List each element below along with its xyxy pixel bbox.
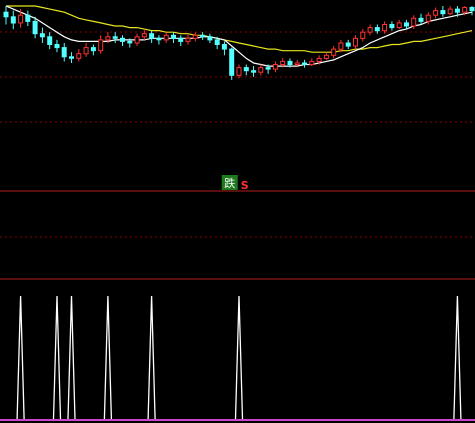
candle-body (287, 60, 293, 66)
candle-body (163, 34, 169, 41)
candle-body (353, 37, 358, 47)
candle-body (447, 8, 453, 15)
candle-body (280, 60, 286, 66)
candle-body (47, 36, 53, 45)
candle-body (185, 37, 191, 42)
candle-body (98, 39, 104, 52)
candle-body (200, 34, 206, 38)
candle-body (69, 56, 74, 59)
candle-body (440, 10, 446, 15)
candle-body (389, 24, 395, 29)
candle-body (251, 70, 257, 73)
candle-body (120, 37, 125, 42)
candle-body (272, 64, 278, 70)
candle-body (396, 22, 402, 28)
candle-body (236, 67, 242, 76)
ma-short-line (5, 5, 473, 67)
candle-body (331, 48, 337, 56)
candle-body (39, 33, 45, 38)
candle-body (171, 34, 176, 39)
indicator-spike (234, 295, 244, 420)
indicator-spikes (16, 295, 462, 420)
candle-body (54, 44, 60, 49)
candle-body (323, 54, 329, 59)
indicator-spike (52, 295, 62, 420)
candle-body (360, 31, 366, 39)
candle-body (316, 57, 322, 63)
indicator-spike (16, 295, 25, 420)
indicator-spike (103, 295, 113, 420)
candle-body (25, 14, 31, 22)
candle-body (207, 36, 213, 41)
sell-marker-s: S (241, 179, 249, 192)
candle-body (258, 67, 264, 73)
price-grid (0, 31, 475, 123)
indicator-spike (67, 295, 76, 420)
candle-body (192, 34, 198, 39)
candle-body (229, 48, 235, 76)
candle-body (469, 7, 475, 12)
candle-body (156, 37, 162, 41)
candle-body (294, 62, 300, 65)
candle-body (425, 14, 431, 22)
candle-body (374, 27, 380, 32)
candle-body (367, 27, 373, 33)
candle-body (462, 7, 468, 13)
candle-body (338, 42, 344, 50)
candle-body (433, 10, 439, 16)
candle-body (32, 20, 38, 35)
candle-body (127, 40, 133, 44)
candle-body (243, 67, 249, 72)
signal-badge: 跌 (221, 175, 238, 190)
candle-body (382, 24, 388, 32)
candle-body (411, 17, 417, 27)
candle-body (141, 33, 147, 38)
indicator-spike (453, 295, 462, 420)
candle-body (18, 14, 24, 24)
candles (3, 6, 475, 80)
candle-body (10, 16, 16, 24)
candle-body (345, 42, 351, 47)
candle-body (105, 36, 111, 41)
indicator-spike (147, 295, 156, 420)
signal-badge-bg (221, 175, 238, 190)
candle-body (90, 47, 96, 52)
candle-body (112, 36, 118, 39)
candle-body (265, 67, 271, 70)
candle-body (3, 11, 9, 18)
candle-body (302, 62, 307, 65)
candle-body (221, 44, 227, 50)
candle-body (76, 53, 82, 59)
candle-body (178, 37, 184, 42)
candle-body (83, 47, 89, 55)
candle-body (149, 33, 155, 39)
candle-body (309, 60, 315, 66)
candle-body (454, 8, 460, 13)
candle-body (418, 17, 424, 22)
candle-body (61, 47, 67, 58)
signal-badge-text: 跌 (224, 176, 235, 190)
candle-body (134, 36, 140, 44)
ma-long-line (6, 5, 473, 53)
candle-body (214, 39, 220, 46)
candle-body (404, 22, 409, 27)
